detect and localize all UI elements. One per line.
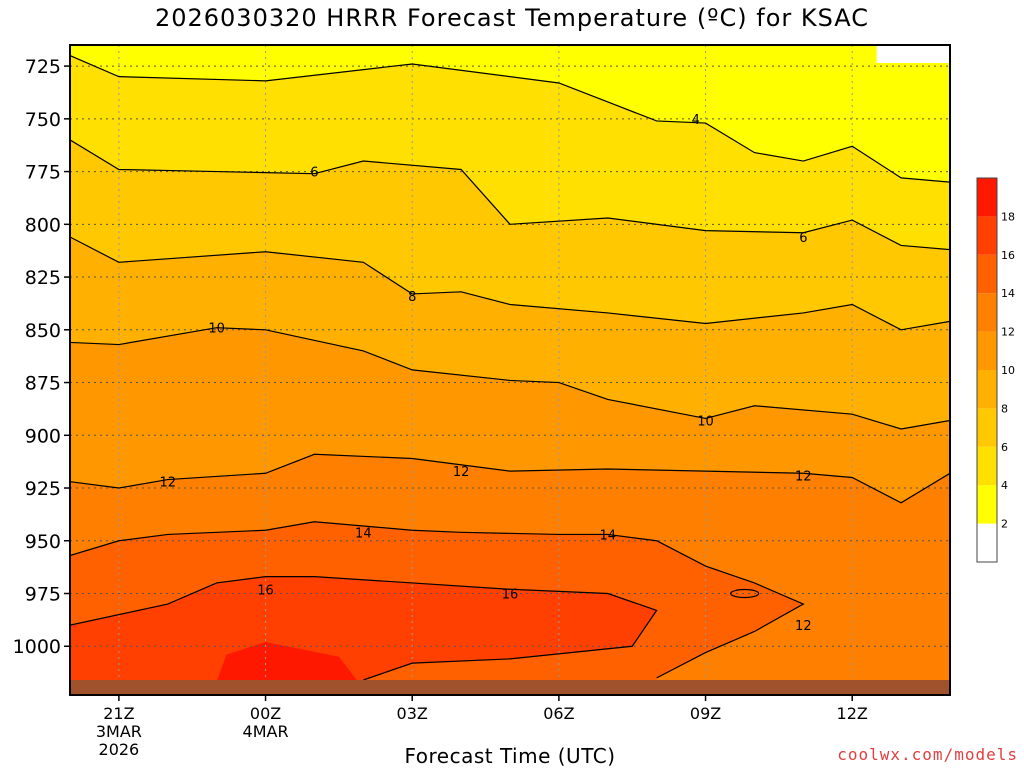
colorbar-label-10: 10 — [1001, 364, 1015, 377]
contour-16 — [70, 576, 658, 681]
contour-4 — [70, 54, 950, 183]
contour-label-5: 10 — [697, 415, 714, 430]
x-tick-label-6-0: 03Z — [397, 704, 428, 723]
contour-10 — [70, 327, 950, 430]
x-tick-label-12-0: 09Z — [690, 704, 721, 723]
y-tick-label-725: 725 — [25, 56, 61, 78]
colorbar-swatch-2 — [977, 446, 997, 486]
chart-title: 2026030320 HRRR Forecast Temperature (ºC… — [154, 4, 870, 32]
x-tick-label-9-0: 06Z — [543, 704, 574, 723]
credit-link[interactable]: coolwx.com/models — [837, 745, 1018, 764]
contour-label-9: 12 — [795, 619, 812, 634]
plot-frame — [69, 44, 951, 696]
ground-bar — [70, 680, 950, 695]
y-tick-label-925: 925 — [25, 478, 61, 500]
colorbar-swatch-8 — [977, 216, 997, 255]
x-tick-label-0-0: 21Z — [103, 704, 134, 723]
x-axis-label: Forecast Time (UTC) — [404, 744, 616, 768]
y-tick-label-1000: 1000 — [13, 636, 61, 658]
band-above-16 — [70, 576, 657, 695]
contour-label-11: 14 — [600, 528, 617, 543]
colorbar-swatch-6 — [977, 293, 997, 332]
y-tick-label-750: 750 — [25, 109, 61, 131]
colorbar-label-14: 14 — [1001, 287, 1015, 300]
contour-label-3: 8 — [408, 290, 416, 305]
y-tick-label-975: 975 — [25, 584, 61, 606]
y-tick-label-875: 875 — [25, 373, 61, 395]
contour-label-13: 16 — [502, 588, 519, 603]
y-tick-label-800: 800 — [25, 214, 61, 236]
contour-label-4: 10 — [208, 322, 225, 337]
contour-label-10: 14 — [355, 526, 372, 541]
contour-label-2: 6 — [799, 231, 807, 246]
contour-label-1: 6 — [310, 166, 318, 181]
y-tick-label-900: 900 — [25, 425, 61, 447]
colorbar-label-16: 16 — [1001, 249, 1015, 262]
colorbar-label-18: 18 — [1001, 210, 1015, 223]
contour-label-7: 12 — [453, 465, 470, 480]
band-below-2-corner — [876, 45, 950, 63]
x-tick-label-3-0: 00Z — [250, 704, 281, 723]
y-tick-label-950: 950 — [25, 531, 61, 553]
y-tick-label-775: 775 — [25, 162, 61, 184]
x-tick-label-0-2: 2026 — [99, 740, 140, 759]
colorbar-label-6: 6 — [1001, 441, 1008, 454]
colorbar-label-4: 4 — [1001, 479, 1008, 492]
colorbar-swatch-5 — [977, 331, 997, 370]
contour-label-12: 16 — [257, 583, 274, 598]
colorbar-label-8: 8 — [1001, 402, 1008, 415]
contour-label-0: 4 — [692, 113, 700, 128]
contour-14 — [70, 521, 805, 679]
contour-14-island — [730, 588, 760, 599]
contour-label-8: 12 — [795, 469, 812, 484]
colorbar-swatch-4 — [977, 370, 997, 409]
contour-label-6: 12 — [160, 476, 177, 491]
colorbar-swatch-9 — [977, 178, 997, 217]
y-tick-label-825: 825 — [25, 267, 61, 289]
colorbar-label-2: 2 — [1001, 518, 1008, 531]
contour-6 — [70, 139, 950, 251]
colorbar-swatch-7 — [977, 254, 997, 294]
colorbar-swatch-1 — [977, 485, 997, 524]
x-tick-label-15-0: 12Z — [837, 704, 868, 723]
colorbar-swatch-0 — [977, 523, 997, 562]
contour-8 — [70, 236, 950, 331]
colorbar-swatch-3 — [977, 408, 997, 447]
x-tick-label-3-1: 4MAR — [243, 722, 289, 741]
colorbar-label-12: 12 — [1001, 326, 1015, 339]
colorbar-frame — [976, 177, 998, 563]
x-tick-label-0-1: 3MAR — [96, 722, 142, 741]
contour-12 — [70, 453, 950, 504]
y-tick-label-850: 850 — [25, 320, 61, 342]
